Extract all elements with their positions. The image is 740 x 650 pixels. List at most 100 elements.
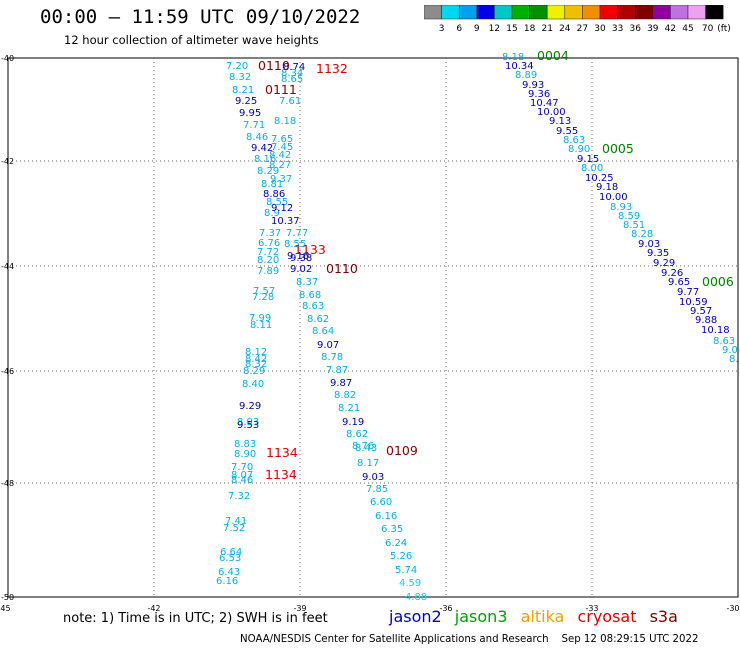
track-label: 0004 (537, 48, 569, 63)
wave-height-value: 8.90 (568, 144, 590, 155)
wave-height-value: 10.00 (599, 192, 628, 203)
wave-height-value: 7.71 (243, 120, 265, 131)
wave-height-value: 8.62 (346, 429, 368, 440)
wave-height-value: 8.83 (234, 439, 256, 450)
scale-label: 6 (456, 24, 462, 34)
wave-height-value: 7.85 (366, 484, 388, 495)
wave-height-value: 8.89 (515, 70, 537, 81)
satellite-legend: jason2 jason3 altika cryosat s3a (389, 607, 686, 626)
scale-label: 12 (489, 24, 500, 34)
wave-height-value: 7.65 (271, 134, 293, 145)
wave-height-value: 8.63 (713, 336, 735, 347)
wave-height-value: 6.76 (258, 238, 280, 249)
wave-height-value: 10.25 (585, 173, 614, 184)
scale-label: 39 (647, 24, 659, 34)
wave-height-value: 10.18 (701, 325, 730, 336)
wave-height-value: 8.29 (243, 366, 265, 377)
wave-height-value: 8.68 (299, 290, 321, 301)
wave-height-value: 9.87 (330, 378, 352, 389)
track-label: 0110 (258, 58, 290, 73)
wave-height-value: 7.99 (249, 313, 271, 324)
wave-height-value: 8.93 (610, 202, 632, 213)
track-label: 0109 (386, 443, 418, 458)
wave-height-value: 9.12 (271, 203, 293, 214)
wave-height-value: 6.24 (385, 538, 407, 549)
wave-height-value: 7.72 (257, 247, 279, 258)
longitude-label: -39 (293, 604, 306, 613)
latitude-label: -42 (1, 157, 14, 166)
wave-height-value: 8.21 (232, 85, 254, 96)
scale-label: 33 (612, 24, 623, 34)
color-scale: 3 6 9 12 15 18 21 24 27 30 33 36 39 42 45 70 (ft) (424, 5, 731, 34)
wave-height-value: 7.41 (225, 516, 247, 527)
wave-height-value: 6.16 (216, 576, 238, 587)
wave-height-value: 8.18 (274, 116, 296, 127)
track-label: 1133 (294, 242, 326, 257)
wave-height-value: 9.25 (235, 96, 257, 107)
wave-height-value: 9.16 (287, 251, 309, 262)
wave-height-value: 9.77 (677, 287, 699, 298)
wave-height-value: 5.74 (395, 565, 417, 576)
wave-height-value: 8.59 (618, 211, 640, 222)
wave-height-value: 10.47 (530, 98, 559, 109)
wave-height-value: 8.42 (269, 150, 291, 161)
wave-height-value: 7.32 (228, 491, 250, 502)
wave-height-value: 9.0 (722, 345, 738, 356)
wave-height-value: 7.61 (279, 96, 301, 107)
track-label: 1134 (265, 467, 297, 482)
scale-label: 42 (665, 24, 676, 34)
track-label: 1134 (266, 445, 298, 460)
longitude-label: -36 (439, 604, 452, 613)
wave-height-value: 9.38 (290, 253, 312, 264)
wave-height-value: 8.51 (623, 220, 645, 231)
wave-height-value: 9.35 (647, 248, 669, 259)
longitude-label: -42 (147, 604, 160, 613)
wave-height-value: 7.70 (231, 462, 253, 473)
wave-height-value: 6.43 (218, 567, 240, 578)
footer-note: note: 1) Time is in UTC; 2) SWH is in fe… (63, 611, 328, 626)
wave-height-value: 8.40 (242, 379, 264, 390)
wave-height-value: 8.93 (237, 417, 259, 428)
wave-height-value: 9.07 (317, 340, 339, 351)
wave-height-value: 10.59 (679, 297, 708, 308)
wave-height-value: 7.45 (271, 142, 293, 153)
wave-height-value: 4.88 (405, 592, 427, 603)
track-label: 0005 (602, 141, 634, 156)
wave-height-value: 9.88 (695, 315, 717, 326)
wave-height-value: 7.57 (253, 286, 275, 297)
wave-height-value: 5.26 (390, 551, 412, 562)
wave-height-value: 9.42 (251, 143, 273, 154)
wave-height-value: 8.46 (231, 475, 253, 486)
scale-label: 27 (577, 24, 588, 34)
track-label: 1132 (316, 61, 348, 76)
longitude-label: -30 (726, 604, 739, 613)
legend-s3a: s3a (649, 607, 678, 626)
legend-jason3: jason3 (454, 607, 508, 626)
wave-height-value: 7.28 (252, 292, 274, 303)
latitude-label: -48 (1, 479, 14, 488)
wave-height-value: 8.29 (257, 166, 279, 177)
wave-height-value: 7.87 (326, 365, 348, 376)
map-title: 00:00 – 11:59 UTC 09/10/2022 (40, 6, 361, 28)
legend-jason2: jason2 (389, 607, 442, 626)
scale-label: 36 (629, 24, 641, 34)
wave-height-value: 8. (729, 354, 739, 365)
wave-height-value: 7.77 (286, 228, 308, 239)
wave-height-value: 10.00 (537, 107, 566, 118)
wave-height-value: 8.20 (257, 255, 279, 266)
latitude-label: -40 (1, 54, 14, 63)
wave-height-value: 8.76 (352, 441, 374, 452)
wave-height-value: 9.15 (577, 154, 599, 165)
scale-label: 21 (541, 24, 552, 34)
wave-height-value: 9.03 (638, 239, 660, 250)
wave-height-value: 8.43 (355, 443, 377, 454)
wave-height-value: 4.59 (399, 578, 421, 589)
wave-height-value: 8.46 (246, 132, 268, 143)
wave-height-value: 9.57 (690, 306, 712, 317)
wave-height-value: 8.86 (263, 189, 285, 200)
wave-height-value: 9.19 (342, 417, 364, 428)
wave-height-value: 8.42 (245, 354, 267, 365)
scale-label: 18 (524, 24, 536, 34)
